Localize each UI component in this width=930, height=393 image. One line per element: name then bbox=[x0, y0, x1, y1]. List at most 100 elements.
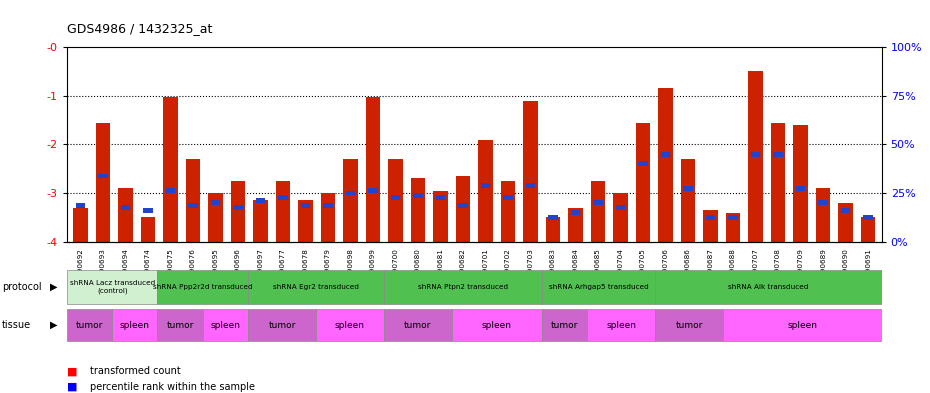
Bar bbox=[275, 181, 290, 242]
Text: tumor: tumor bbox=[404, 321, 432, 330]
Bar bbox=[113, 309, 157, 341]
Text: ■: ■ bbox=[67, 366, 77, 376]
Text: ▶: ▶ bbox=[50, 320, 58, 330]
Bar bbox=[588, 309, 656, 341]
Text: GDS4986 / 1432325_at: GDS4986 / 1432325_at bbox=[67, 22, 212, 35]
Bar bbox=[343, 159, 358, 242]
Text: percentile rank within the sample: percentile rank within the sample bbox=[90, 382, 255, 392]
Bar bbox=[816, 188, 830, 242]
Bar bbox=[67, 270, 157, 304]
Bar bbox=[388, 159, 403, 242]
Text: ■: ■ bbox=[67, 382, 77, 392]
Bar bbox=[706, 215, 715, 220]
Text: spleen: spleen bbox=[788, 321, 817, 330]
Bar bbox=[525, 183, 536, 188]
Bar bbox=[384, 270, 542, 304]
Bar bbox=[591, 181, 605, 242]
Bar bbox=[503, 195, 512, 200]
Text: tissue: tissue bbox=[2, 320, 31, 330]
Text: shRNA Alk transduced: shRNA Alk transduced bbox=[728, 284, 809, 290]
Bar bbox=[248, 309, 316, 341]
Text: tumor: tumor bbox=[675, 321, 703, 330]
Bar bbox=[724, 309, 882, 341]
Bar bbox=[481, 183, 490, 188]
Bar bbox=[658, 88, 673, 242]
Bar bbox=[253, 200, 268, 242]
Bar bbox=[636, 123, 650, 242]
Bar bbox=[863, 215, 873, 220]
Bar bbox=[248, 270, 384, 304]
Text: tumor: tumor bbox=[268, 321, 296, 330]
Bar bbox=[163, 97, 178, 242]
Bar bbox=[300, 203, 311, 208]
Bar bbox=[365, 97, 380, 242]
Bar bbox=[703, 210, 718, 242]
Bar bbox=[656, 309, 724, 341]
Bar bbox=[793, 125, 808, 242]
Bar bbox=[321, 193, 336, 242]
Bar bbox=[751, 152, 761, 156]
Bar bbox=[616, 205, 625, 210]
Text: shRNA Ptpn2 transduced: shRNA Ptpn2 transduced bbox=[418, 284, 508, 290]
Bar bbox=[452, 309, 542, 341]
Bar bbox=[413, 193, 423, 198]
Bar bbox=[67, 309, 113, 341]
Bar bbox=[203, 309, 248, 341]
Bar bbox=[546, 217, 561, 242]
Bar bbox=[316, 309, 384, 341]
Bar bbox=[818, 200, 828, 205]
Bar bbox=[841, 208, 850, 213]
Bar bbox=[456, 176, 471, 242]
Bar bbox=[299, 200, 312, 242]
Bar bbox=[143, 208, 153, 213]
Text: shRNA Egr2 transduced: shRNA Egr2 transduced bbox=[272, 284, 359, 290]
Bar bbox=[571, 210, 580, 215]
Bar bbox=[524, 101, 538, 242]
Bar bbox=[681, 159, 696, 242]
Bar bbox=[157, 270, 248, 304]
Bar bbox=[838, 203, 853, 242]
Bar bbox=[121, 205, 130, 210]
Bar bbox=[73, 208, 87, 242]
Bar bbox=[656, 270, 882, 304]
Bar bbox=[75, 203, 86, 208]
Bar bbox=[186, 159, 200, 242]
Bar bbox=[542, 270, 656, 304]
Bar bbox=[231, 181, 246, 242]
Bar bbox=[368, 188, 378, 193]
Text: protocol: protocol bbox=[2, 282, 42, 292]
Bar bbox=[433, 191, 448, 242]
Text: shRNA Ppp2r2d transduced: shRNA Ppp2r2d transduced bbox=[153, 284, 253, 290]
Text: transformed count: transformed count bbox=[90, 366, 181, 376]
Text: spleen: spleen bbox=[335, 321, 365, 330]
Bar bbox=[140, 217, 155, 242]
Bar bbox=[436, 195, 445, 200]
Bar bbox=[749, 72, 763, 242]
Text: ▶: ▶ bbox=[50, 282, 58, 292]
Bar bbox=[188, 203, 198, 208]
Bar bbox=[684, 186, 693, 191]
Bar bbox=[458, 203, 468, 208]
Bar bbox=[324, 203, 333, 208]
Bar bbox=[774, 152, 783, 156]
Bar bbox=[500, 181, 515, 242]
Text: tumor: tumor bbox=[166, 321, 193, 330]
Text: tumor: tumor bbox=[76, 321, 103, 330]
Text: spleen: spleen bbox=[120, 321, 150, 330]
Bar bbox=[661, 152, 671, 156]
Bar bbox=[166, 188, 175, 193]
Bar bbox=[861, 217, 875, 242]
Text: spleen: spleen bbox=[210, 321, 240, 330]
Text: tumor: tumor bbox=[551, 321, 578, 330]
Bar bbox=[613, 193, 628, 242]
Bar bbox=[211, 200, 220, 205]
Bar bbox=[796, 186, 805, 191]
Bar bbox=[278, 195, 287, 200]
Bar bbox=[593, 200, 603, 205]
Bar bbox=[542, 309, 588, 341]
Text: spleen: spleen bbox=[482, 321, 512, 330]
Bar bbox=[568, 208, 583, 242]
Bar bbox=[346, 191, 355, 195]
Bar bbox=[208, 193, 223, 242]
Bar bbox=[725, 213, 740, 242]
